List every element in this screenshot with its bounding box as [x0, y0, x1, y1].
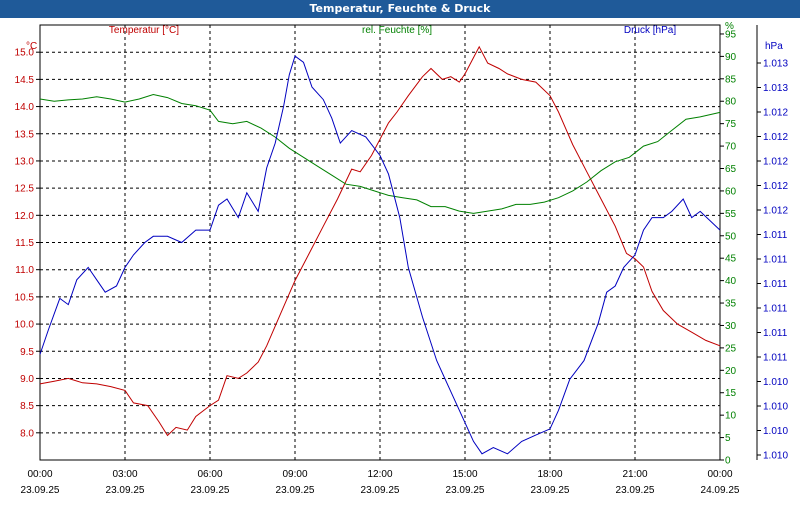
series-line-humidity — [39, 93, 721, 214]
temp-tick-label: 13.5 — [15, 129, 35, 140]
hum-tick-label: 10 — [725, 411, 737, 422]
series-layer — [39, 45, 721, 455]
temp-tick-label: 10.5 — [15, 292, 35, 303]
hum-tick-label: 65 — [725, 164, 737, 175]
pres-unit-label: hPa — [765, 41, 783, 52]
x-tick-time: 12:00 — [367, 469, 392, 480]
x-tick-time: 09:00 — [282, 469, 307, 480]
hum-tick-label: 30 — [725, 321, 737, 332]
temp-tick-label: 13.0 — [15, 156, 35, 167]
pres-tick-label: 1.011 — [763, 353, 788, 364]
x-tick-date: 23.09.25 — [191, 485, 230, 496]
x-tick-date: 23.09.25 — [531, 485, 570, 496]
hum-tick-label: 95 — [725, 29, 737, 40]
pres-tick-label: 1.012 — [763, 206, 788, 217]
hum-tick-label: 20 — [725, 366, 737, 377]
temp-tick-label: 14.0 — [15, 102, 35, 113]
x-tick-date: 23.09.25 — [106, 485, 145, 496]
hum-tick-label: 80 — [725, 97, 737, 108]
x-tick-time: 18:00 — [537, 469, 562, 480]
temp-tick-label: 15.0 — [15, 48, 35, 59]
series-line-pressure — [39, 55, 721, 455]
pres-tick-label: 1.011 — [763, 230, 788, 241]
hum-tick-label: 5 — [725, 433, 731, 444]
x-tick-time: 15:00 — [452, 469, 477, 480]
legend-humidity: rel. Feuchte [%] — [362, 25, 432, 36]
temp-tick-label: 10.0 — [15, 320, 35, 331]
x-tick-time: 03:00 — [112, 469, 137, 480]
pres-tick-label: 1.010 — [763, 377, 788, 388]
temp-tick-label: 9.0 — [20, 374, 34, 385]
pres-tick-label: 1.010 — [763, 426, 788, 437]
window-title: Temperatur, Feuchte & Druck — [0, 0, 800, 18]
legend-temperature: Temperatur [°C] — [109, 25, 179, 36]
pres-tick-label: 1.011 — [763, 304, 788, 315]
hum-tick-label: 60 — [725, 186, 737, 197]
x-tick-time: 21:00 — [622, 469, 647, 480]
temp-unit-label: °C — [26, 41, 37, 52]
temp-tick-label: 11.0 — [15, 265, 34, 276]
pres-tick-label: 1.013 — [763, 59, 788, 70]
x-tick-time: 00:00 — [27, 469, 52, 480]
hum-tick-label: 55 — [725, 209, 737, 220]
pres-tick-label: 1.011 — [763, 279, 788, 290]
pres-tick-label: 1.012 — [763, 181, 788, 192]
pres-tick-label: 1.012 — [763, 132, 788, 143]
hum-tick-label: 75 — [725, 119, 737, 130]
temp-tick-label: 11.5 — [15, 238, 34, 249]
x-tick-time: 06:00 — [197, 469, 222, 480]
x-tick-date: 23.09.25 — [616, 485, 655, 496]
x-tick-date: 24.09.25 — [701, 485, 740, 496]
grid — [39, 24, 721, 461]
hum-tick-label: 40 — [725, 276, 737, 287]
temp-tick-label: 12.0 — [15, 211, 35, 222]
hum-tick-label: 50 — [725, 231, 737, 242]
x-tick-date: 23.09.25 — [446, 485, 485, 496]
chart-svg: 00:00 23.09.25 03:00 23.09.25 06:00 23.09.25 0… — [15, 21, 789, 496]
temp-tick-label: 8.0 — [20, 428, 34, 439]
chart-area: 00:00 23.09.25 03:00 23.09.25 06:00 23.09.25 0… — [0, 18, 800, 500]
hum-tick-label: 15 — [725, 388, 737, 399]
x-tick-date: 23.09.25 — [21, 485, 60, 496]
legend: Temperatur [°C] rel. Feuchte [%] Druck [hP… — [109, 25, 676, 36]
pres-tick-label: 1.010 — [763, 402, 788, 413]
x-tick-time: 00:00 — [707, 469, 732, 480]
hum-tick-label: 90 — [725, 52, 737, 63]
pres-tick-label: 1.010 — [763, 451, 788, 462]
pres-tick-label: 1.011 — [763, 328, 788, 339]
hum-tick-label: 35 — [725, 299, 737, 310]
hum-tick-label: 85 — [725, 74, 737, 85]
x-tick-date: 23.09.25 — [361, 485, 400, 496]
hum-tick-label: 70 — [725, 142, 737, 153]
hum-tick-label: 0 — [725, 456, 731, 467]
pres-tick-label: 1.012 — [763, 157, 788, 168]
hum-unit-label: % — [725, 21, 734, 32]
temp-tick-label: 14.5 — [15, 75, 35, 86]
hum-tick-label: 25 — [725, 343, 737, 354]
hum-tick-label: 45 — [725, 254, 737, 265]
legend-pressure: Druck [hPa] — [624, 25, 676, 36]
temp-tick-label: 9.5 — [20, 347, 34, 358]
pres-tick-label: 1.011 — [763, 255, 788, 266]
axes: 00:00 23.09.25 03:00 23.09.25 06:00 23.09.25 0… — [15, 21, 789, 496]
temp-tick-label: 8.5 — [20, 401, 34, 412]
series-line-temperature — [39, 45, 721, 437]
x-tick-date: 23.09.25 — [276, 485, 315, 496]
pres-tick-label: 1.012 — [763, 108, 788, 119]
pres-tick-label: 1.013 — [763, 83, 788, 94]
temp-tick-label: 12.5 — [15, 184, 35, 195]
